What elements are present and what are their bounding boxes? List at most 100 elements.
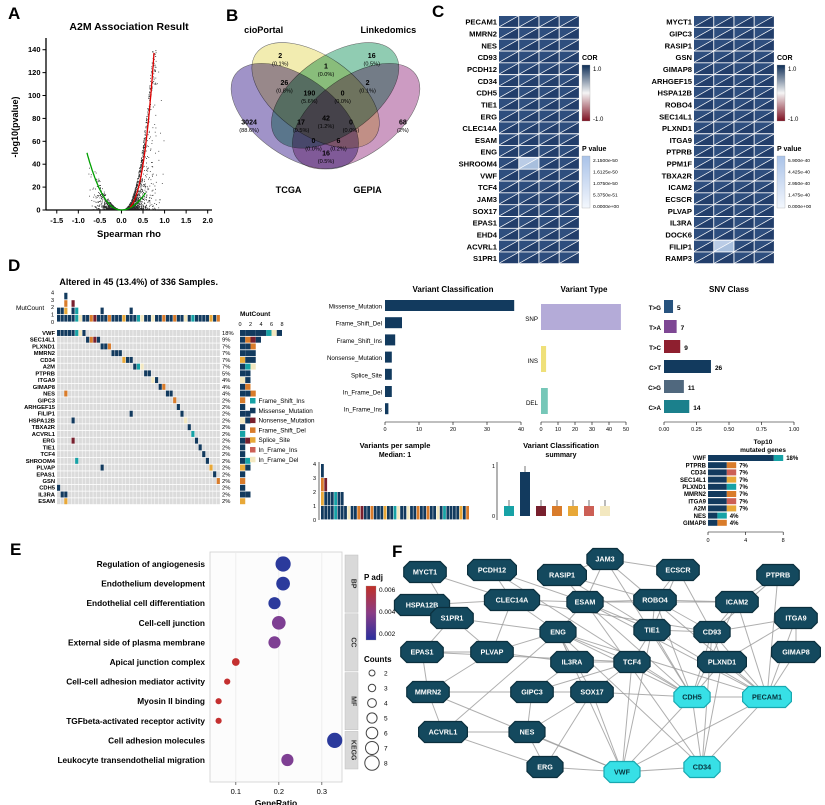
x-tick: 2.0 [202,216,212,225]
panel-f-ppi-network: JAM3 MYCT1 PCDH12 RASIP1 ECSCR PTPRB HSPA12B CL… [393,547,821,784]
counts-legend-title: Counts [364,655,392,664]
heatmap-gene-label: PTPRB [666,148,692,157]
top-ytick: 4 [51,290,54,296]
vc-xtick: 40 [518,427,524,433]
panel-e-go-dotplot: 0.1 0.2 0.3 Regulation of angiogenesis Endot… [57,551,396,805]
heatmap-cell-p [499,63,519,75]
top10-gene: CD34 [691,471,707,477]
go-term-label: Cell adhesion molecules [108,735,205,745]
top-ytick: 2 [51,305,54,311]
network-node-JAM3 [586,547,624,571]
network-node-label: S1PR1 [441,614,464,623]
top10-gene: SEC14L1 [680,478,707,484]
top10-bar-accent [726,469,737,476]
vt-xtick: 20 [572,427,578,433]
network-node-ACVRL1 [418,720,469,744]
oncoprint-gene: ERG [42,439,55,445]
heatmap-gene-label: FILIP1 [669,242,693,251]
vc-category: Missense_Mutation [329,304,383,311]
vcs-ytick: 0 [492,514,495,520]
counts-legend-circle [365,726,379,740]
oncoprint-pct: 2% [222,445,230,451]
volcano-xlabel: Spearman rho [97,229,161,240]
go-dot [215,717,222,724]
facet-strip-label: BP [350,579,357,589]
go-term-label: TGFbeta-activated receptor activity [66,716,205,726]
oncoprint-pct: 2% [222,398,230,404]
fit-curve-red [129,52,155,208]
heatmap-cell-cor [539,146,559,157]
snv-xtick: 0.75 [756,427,767,433]
snv-xtick: 1.00 [789,427,800,433]
network-node-MYCT1 [403,560,447,584]
panel-c-correlation-heatmaps: PECAM1 MMRN2 NES CD93 PCDH12 CD34 CDH5 TIE1 ERG C… [459,15,812,264]
oncoprint-pct: 2% [222,439,230,445]
heatmap-cell-cor [539,27,559,39]
heatmap-cell-cor [539,16,559,27]
generatio-tick: 0.2 [274,787,284,796]
go-dot [268,636,281,649]
venn-set-label: TCGA [276,185,302,195]
go-dot [224,678,231,685]
counts-tick: 5 [384,715,388,722]
snv-bar [664,360,711,373]
x-tick: -0.5 [93,216,106,225]
oncoprint-gene: GIPC3 [38,398,56,404]
volcano-title: A2M Association Result [69,21,189,33]
top10-gene: ITGA9 [688,499,706,505]
snv-bar [664,320,677,333]
snv-value: 7 [681,325,685,332]
heatmap-cell-cor [519,75,539,86]
vc-bar [385,334,396,346]
heatmap-cell-cor [539,157,559,169]
snv-xtick: 0.25 [691,427,702,433]
heatmap-cell-cor [539,86,559,98]
panel-a-volcano-plot: A2M Association Result -1.5 -1.0 -0.5 0.0 0.5… [10,21,213,240]
oncoprint-top-bars [57,292,220,322]
top10-pct: 4% [730,521,739,527]
heatmap-cell-cor [519,157,539,169]
vt-xtick: 50 [623,427,629,433]
heatmap-gene-label: HSPA12B [658,89,693,98]
network-node-label: PTPRB [766,571,790,580]
heatmap-gene-label: RAMP3 [665,254,692,263]
heatmap-cell-cor [539,205,559,217]
heatmap-cell-p [499,122,519,134]
oncoprint-pct: 2% [222,499,230,505]
network-node-label: HSPA12B [406,601,439,610]
oncoprint-gene: A2M [43,365,55,371]
heatmap-gene-label: GIPC3 [669,30,692,39]
vps-ytick: 0 [313,518,316,524]
top10-bar-accent [773,455,784,461]
network-node-CD34 [683,755,721,779]
network-node-label: ENG [550,628,566,637]
vt-xtick: 10 [555,427,561,433]
oncoprint-gene: PLXND1 [32,344,56,350]
p-tick: 0.0000e+00 [593,204,619,210]
network-node-label: ICAM2 [726,598,748,607]
network-node-label: EPAS1 [410,648,433,657]
network-node-label: RASIP1 [549,571,575,580]
right-xtick: 2 [249,322,252,328]
network-node-label: CD93 [703,628,721,637]
oncoprint-title: Altered in 45 (13.4%) of 336 Samples. [59,277,218,287]
oncoprint-pct: 2% [222,492,230,498]
venn-region-value: 68 [399,119,407,126]
network-node-NES [508,720,546,744]
network-node-SOX17 [570,680,614,704]
go-term-label: Cell-cell adhesion mediator activity [66,677,205,687]
top10-gene: VWF [693,456,707,462]
top10-bar [708,505,727,512]
panel-d-mutation-landscape: Altered in 45 (13.4%) of 336 Samples.012… [16,277,800,544]
mutation-legend-swatch [250,447,256,453]
vc-bar [385,368,392,380]
snv-category: T>G [649,305,661,312]
heatmap-cell-cor [519,27,539,39]
go-dot [281,753,294,767]
heatmap-cell-cor [539,110,559,122]
heatmap-gene-label: ROBO4 [665,100,693,109]
heatmap-gene-label: ICAM2 [668,183,692,192]
counts-tick: 3 [384,685,388,692]
heatmap-gene-label: CD93 [478,53,497,62]
